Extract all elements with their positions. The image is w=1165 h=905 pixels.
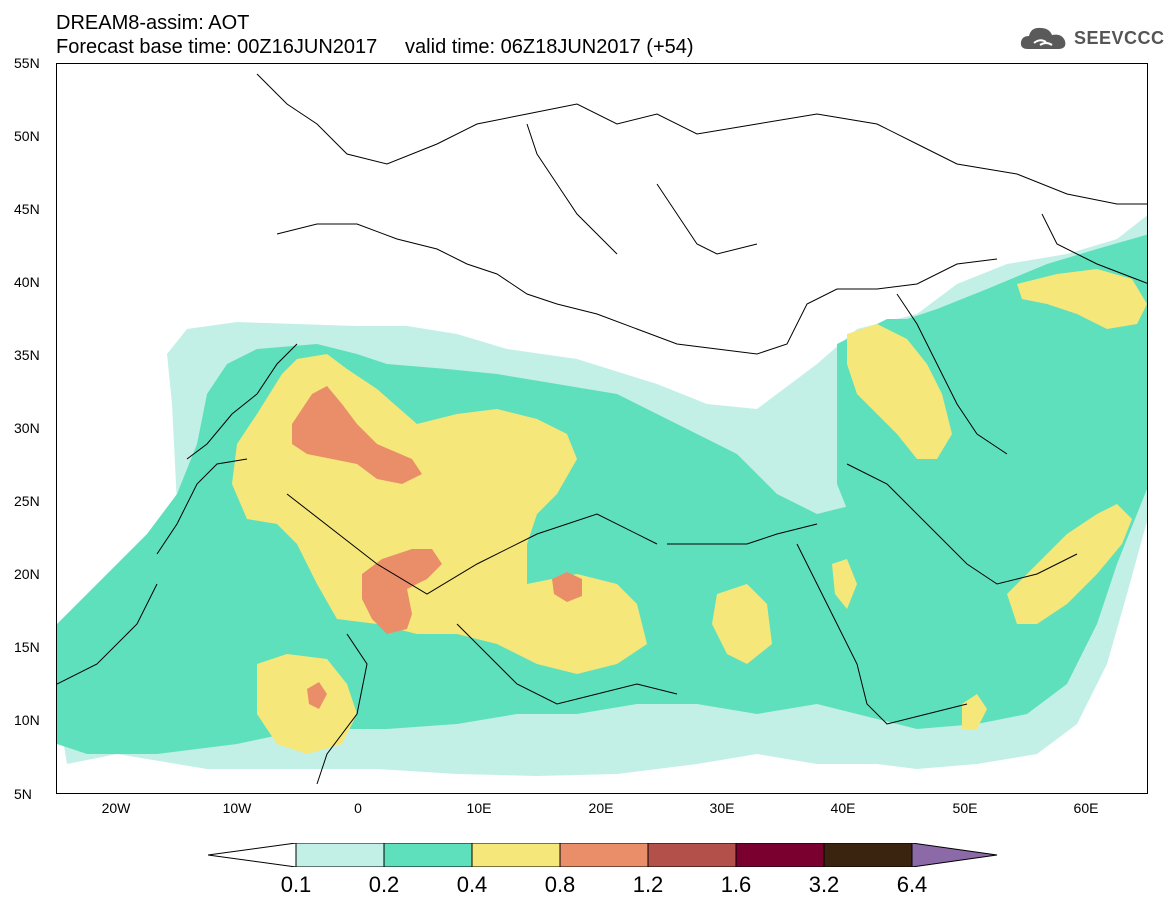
colorbar-label: 0.2 <box>368 872 400 897</box>
lat-label: 50N <box>14 128 40 144</box>
colorbar-segment-0.1 <box>295 843 385 867</box>
lon-label: 20W <box>101 800 131 816</box>
lon-label: 40E <box>830 800 856 816</box>
colorbar-label: 1.6 <box>720 872 752 897</box>
lat-label: 40N <box>14 274 40 290</box>
aot-contour-field <box>57 73 1147 785</box>
lat-label: 10N <box>14 712 40 728</box>
colorbar-label: 6.4 <box>896 872 928 897</box>
lon-label: 50E <box>952 800 978 816</box>
lat-label: 45N <box>14 201 40 217</box>
colorbar-label: 0.8 <box>544 872 576 897</box>
seevccc-logo: SEEVCCC <box>1018 22 1165 54</box>
lon-label: 10E <box>466 800 492 816</box>
lat-label: 30N <box>14 420 40 436</box>
colorbar <box>208 843 998 867</box>
lon-label: 30E <box>709 800 735 816</box>
cloud-icon <box>1020 27 1066 49</box>
colorbar-label: 1.2 <box>632 872 664 897</box>
country-borders <box>57 73 1147 785</box>
chart-subtitle: Forecast base time: 00Z16JUN2017 valid t… <box>56 36 694 58</box>
colorbar-segment-0.2 <box>383 843 473 867</box>
lat-label: 55N <box>14 55 40 71</box>
lat-label: 15N <box>14 639 40 655</box>
lat-label: 5N <box>14 786 32 802</box>
colorbar-segment-0.8 <box>559 843 649 867</box>
colorbar-segment-0.4 <box>471 843 561 867</box>
lon-label: 20E <box>588 800 614 816</box>
aot-level-0.8 <box>292 386 582 709</box>
lon-label: 10W <box>222 800 252 816</box>
lon-label: 60E <box>1073 800 1099 816</box>
colorbar-segment-below <box>208 843 297 867</box>
colorbar-segment-1.6 <box>735 843 825 867</box>
lat-label: 35N <box>14 347 40 363</box>
colorbar-label: 0.1 <box>280 872 312 897</box>
lat-label: 25N <box>14 493 40 509</box>
colorbar-segment-3.2 <box>823 843 913 867</box>
aot-map <box>56 63 1148 794</box>
aot-level-0.2 <box>57 234 1147 754</box>
lon-label: 0 <box>354 800 362 816</box>
lat-label: 20N <box>14 566 40 582</box>
logo-text: SEEVCCC <box>1074 27 1165 48</box>
colorbar-segment-1.2 <box>647 843 737 867</box>
colorbar-label: 3.2 <box>808 872 840 897</box>
colorbar-label: 0.4 <box>456 872 488 897</box>
chart-title: DREAM8-assim: AOT <box>56 12 250 34</box>
colorbar-segment-above <box>911 843 998 867</box>
